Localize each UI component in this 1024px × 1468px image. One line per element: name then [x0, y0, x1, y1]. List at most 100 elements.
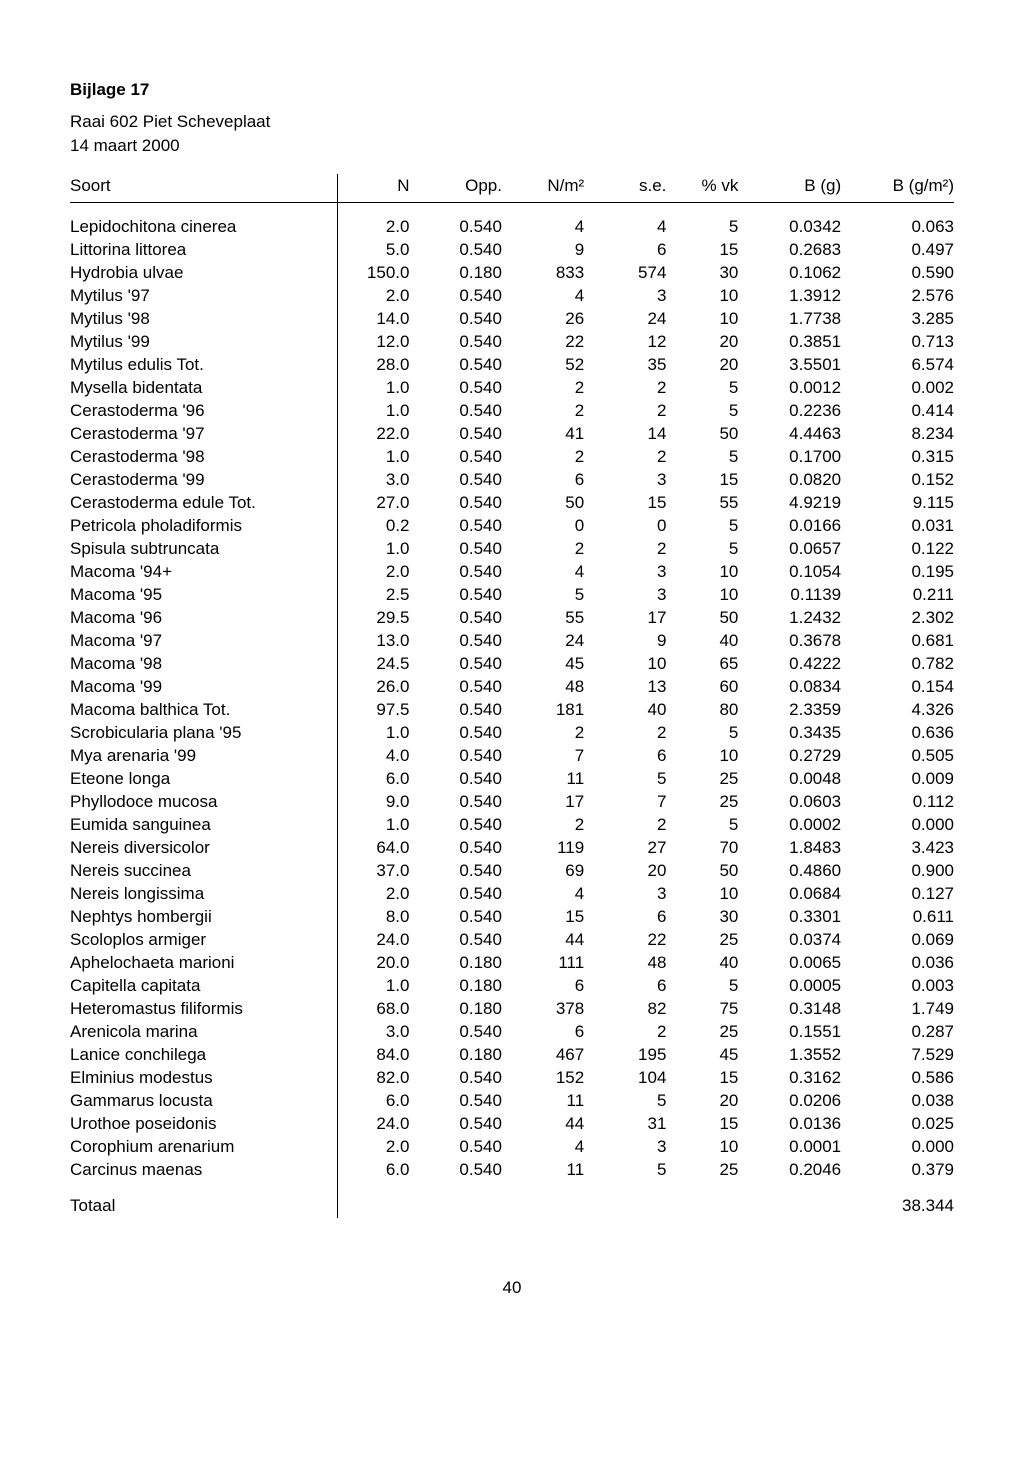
- cell-n: 1.0: [337, 400, 419, 423]
- cell-vk: 60: [676, 676, 748, 699]
- cell-nm2: 41: [512, 423, 594, 446]
- cell-bg: 1.2432: [748, 607, 851, 630]
- cell-nm2: 2: [512, 377, 594, 400]
- cell-bg: 0.0065: [748, 952, 851, 975]
- cell-se: 17: [594, 607, 676, 630]
- cell-bgm2: 0.586: [851, 1067, 954, 1090]
- cell-nm2: 44: [512, 1113, 594, 1136]
- col-header-soort: Soort: [70, 174, 337, 202]
- cell-species: Mytilus '98: [70, 308, 337, 331]
- cell-species: Macoma '98: [70, 653, 337, 676]
- cell-nm2: 181: [512, 699, 594, 722]
- cell-vk: 25: [676, 929, 748, 952]
- table-row: Lepidochitona cinerea2.00.5404450.03420.…: [70, 216, 954, 239]
- cell-species: Mya arenaria '99: [70, 745, 337, 768]
- cell-opp: 0.540: [419, 791, 512, 814]
- cell-opp: 0.540: [419, 630, 512, 653]
- cell-bgm2: 0.782: [851, 653, 954, 676]
- cell-opp: 0.540: [419, 400, 512, 423]
- cell-species: Spisula subtruncata: [70, 538, 337, 561]
- table-row: Mya arenaria '994.00.54076100.27290.505: [70, 745, 954, 768]
- col-header-n: N: [337, 174, 419, 202]
- cell-nm2: 11: [512, 1090, 594, 1113]
- col-header-se: s.e.: [594, 174, 676, 202]
- cell-bgm2: 2.576: [851, 285, 954, 308]
- cell-species: Cerastoderma '96: [70, 400, 337, 423]
- cell-nm2: 48: [512, 676, 594, 699]
- cell-nm2: 833: [512, 262, 594, 285]
- cell-bgm2: 4.326: [851, 699, 954, 722]
- col-header-nm2: N/m²: [512, 174, 594, 202]
- table-row: Scoloplos armiger24.00.5404422250.03740.…: [70, 929, 954, 952]
- cell-nm2: 119: [512, 837, 594, 860]
- cell-n: 82.0: [337, 1067, 419, 1090]
- cell-opp: 0.540: [419, 446, 512, 469]
- cell-n: 2.0: [337, 1136, 419, 1159]
- cell-bg: 0.1139: [748, 584, 851, 607]
- cell-n: 22.0: [337, 423, 419, 446]
- cell-species: Lanice conchilega: [70, 1044, 337, 1067]
- cell-n: 2.0: [337, 285, 419, 308]
- cell-bgm2: 0.414: [851, 400, 954, 423]
- cell-bgm2: 0.590: [851, 262, 954, 285]
- cell-nm2: 4: [512, 216, 594, 239]
- cell-species: Mytilus edulis Tot.: [70, 354, 337, 377]
- page-number: 40: [70, 1278, 954, 1298]
- cell-se: 31: [594, 1113, 676, 1136]
- cell-n: 84.0: [337, 1044, 419, 1067]
- cell-se: 6: [594, 906, 676, 929]
- table-row: Macoma '9629.50.5405517501.24322.302: [70, 607, 954, 630]
- cell-vk: 10: [676, 1136, 748, 1159]
- table-row: Carcinus maenas6.00.540115250.20460.379: [70, 1159, 954, 1182]
- cell-n: 1.0: [337, 975, 419, 998]
- cell-se: 15: [594, 492, 676, 515]
- cell-vk: 25: [676, 1021, 748, 1044]
- cell-bgm2: 0.063: [851, 216, 954, 239]
- table-row: Petricola pholadiformis0.20.5400050.0166…: [70, 515, 954, 538]
- cell-se: 40: [594, 699, 676, 722]
- cell-se: 4: [594, 216, 676, 239]
- cell-bg: 1.3912: [748, 285, 851, 308]
- cell-bg: 0.0820: [748, 469, 851, 492]
- cell-se: 2: [594, 722, 676, 745]
- cell-species: Mytilus '97: [70, 285, 337, 308]
- cell-bgm2: 0.900: [851, 860, 954, 883]
- table-row: Eumida sanguinea1.00.5402250.00020.000: [70, 814, 954, 837]
- cell-n: 1.0: [337, 814, 419, 837]
- table-row: Cerastoderma '981.00.5402250.17000.315: [70, 446, 954, 469]
- table-row: Nephtys hombergii8.00.540156300.33010.61…: [70, 906, 954, 929]
- cell-n: 1.0: [337, 377, 419, 400]
- table-row: Macoma '9713.00.540249400.36780.681: [70, 630, 954, 653]
- cell-bgm2: 0.154: [851, 676, 954, 699]
- cell-bgm2: 9.115: [851, 492, 954, 515]
- table-row: Phyllodoce mucosa9.00.540177250.06030.11…: [70, 791, 954, 814]
- table-row: Spisula subtruncata1.00.5402250.06570.12…: [70, 538, 954, 561]
- cell-n: 12.0: [337, 331, 419, 354]
- cell-bgm2: 0.025: [851, 1113, 954, 1136]
- cell-se: 5: [594, 768, 676, 791]
- cell-species: Cerastoderma edule Tot.: [70, 492, 337, 515]
- cell-vk: 75: [676, 998, 748, 1021]
- cell-nm2: 50: [512, 492, 594, 515]
- table-row: Aphelochaeta marioni20.00.18011148400.00…: [70, 952, 954, 975]
- cell-nm2: 9: [512, 239, 594, 262]
- cell-species: Cerastoderma '98: [70, 446, 337, 469]
- cell-bg: 0.1551: [748, 1021, 851, 1044]
- cell-nm2: 0: [512, 515, 594, 538]
- cell-nm2: 22: [512, 331, 594, 354]
- cell-n: 24.0: [337, 1113, 419, 1136]
- table-row: Macoma '94+2.00.54043100.10540.195: [70, 561, 954, 584]
- cell-bg: 0.0657: [748, 538, 851, 561]
- cell-opp: 0.540: [419, 492, 512, 515]
- cell-se: 82: [594, 998, 676, 1021]
- cell-species: Mytilus '99: [70, 331, 337, 354]
- cell-bg: 0.3851: [748, 331, 851, 354]
- table-header-row: Soort N Opp. N/m² s.e. % vk B (g) B (g/m…: [70, 174, 954, 202]
- table-row: Hydrobia ulvae150.00.180833574300.10620.…: [70, 262, 954, 285]
- cell-vk: 10: [676, 584, 748, 607]
- cell-n: 3.0: [337, 1021, 419, 1044]
- cell-n: 24.0: [337, 929, 419, 952]
- cell-n: 8.0: [337, 906, 419, 929]
- cell-vk: 15: [676, 239, 748, 262]
- cell-bg: 1.3552: [748, 1044, 851, 1067]
